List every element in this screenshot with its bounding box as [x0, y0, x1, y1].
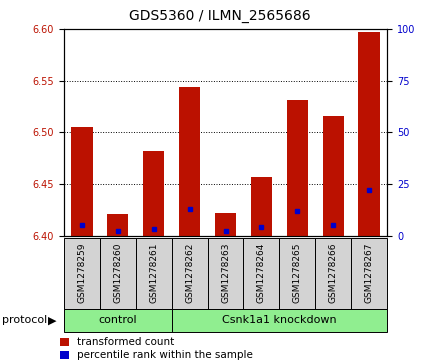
Bar: [172, 309, 387, 332]
Bar: [215, 213, 236, 236]
Bar: [143, 151, 165, 236]
Bar: [64, 309, 172, 332]
Bar: [243, 238, 279, 309]
Text: GSM1278267: GSM1278267: [365, 243, 374, 303]
Bar: [286, 101, 308, 236]
Text: GSM1278266: GSM1278266: [329, 243, 338, 303]
Bar: [136, 238, 172, 309]
Bar: [251, 177, 272, 236]
Bar: [100, 238, 136, 309]
Text: GSM1278259: GSM1278259: [77, 243, 86, 303]
Text: control: control: [99, 315, 137, 325]
Bar: [351, 238, 387, 309]
Text: GSM1278262: GSM1278262: [185, 243, 194, 303]
Bar: [64, 238, 100, 309]
Bar: [172, 238, 208, 309]
Text: GDS5360 / ILMN_2565686: GDS5360 / ILMN_2565686: [129, 9, 311, 23]
Text: ▶: ▶: [48, 315, 57, 325]
Bar: [208, 238, 243, 309]
Bar: [107, 214, 128, 236]
Text: GSM1278264: GSM1278264: [257, 243, 266, 303]
Legend: transformed count, percentile rank within the sample: transformed count, percentile rank withi…: [60, 337, 253, 360]
Text: GSM1278263: GSM1278263: [221, 243, 230, 303]
Text: Csnk1a1 knockdown: Csnk1a1 knockdown: [222, 315, 337, 325]
Text: GSM1278265: GSM1278265: [293, 243, 302, 303]
Text: protocol: protocol: [2, 315, 48, 325]
Bar: [323, 116, 344, 236]
Bar: [279, 238, 315, 309]
Bar: [71, 127, 92, 236]
Text: GSM1278260: GSM1278260: [113, 243, 122, 303]
Bar: [315, 238, 351, 309]
Text: GSM1278261: GSM1278261: [149, 243, 158, 303]
Bar: [359, 32, 380, 236]
Bar: [179, 87, 200, 236]
